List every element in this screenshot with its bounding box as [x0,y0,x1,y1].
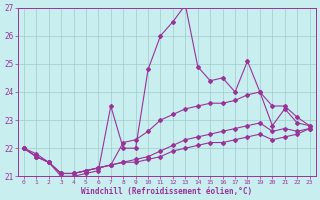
X-axis label: Windchill (Refroidissement éolien,°C): Windchill (Refroidissement éolien,°C) [81,187,252,196]
